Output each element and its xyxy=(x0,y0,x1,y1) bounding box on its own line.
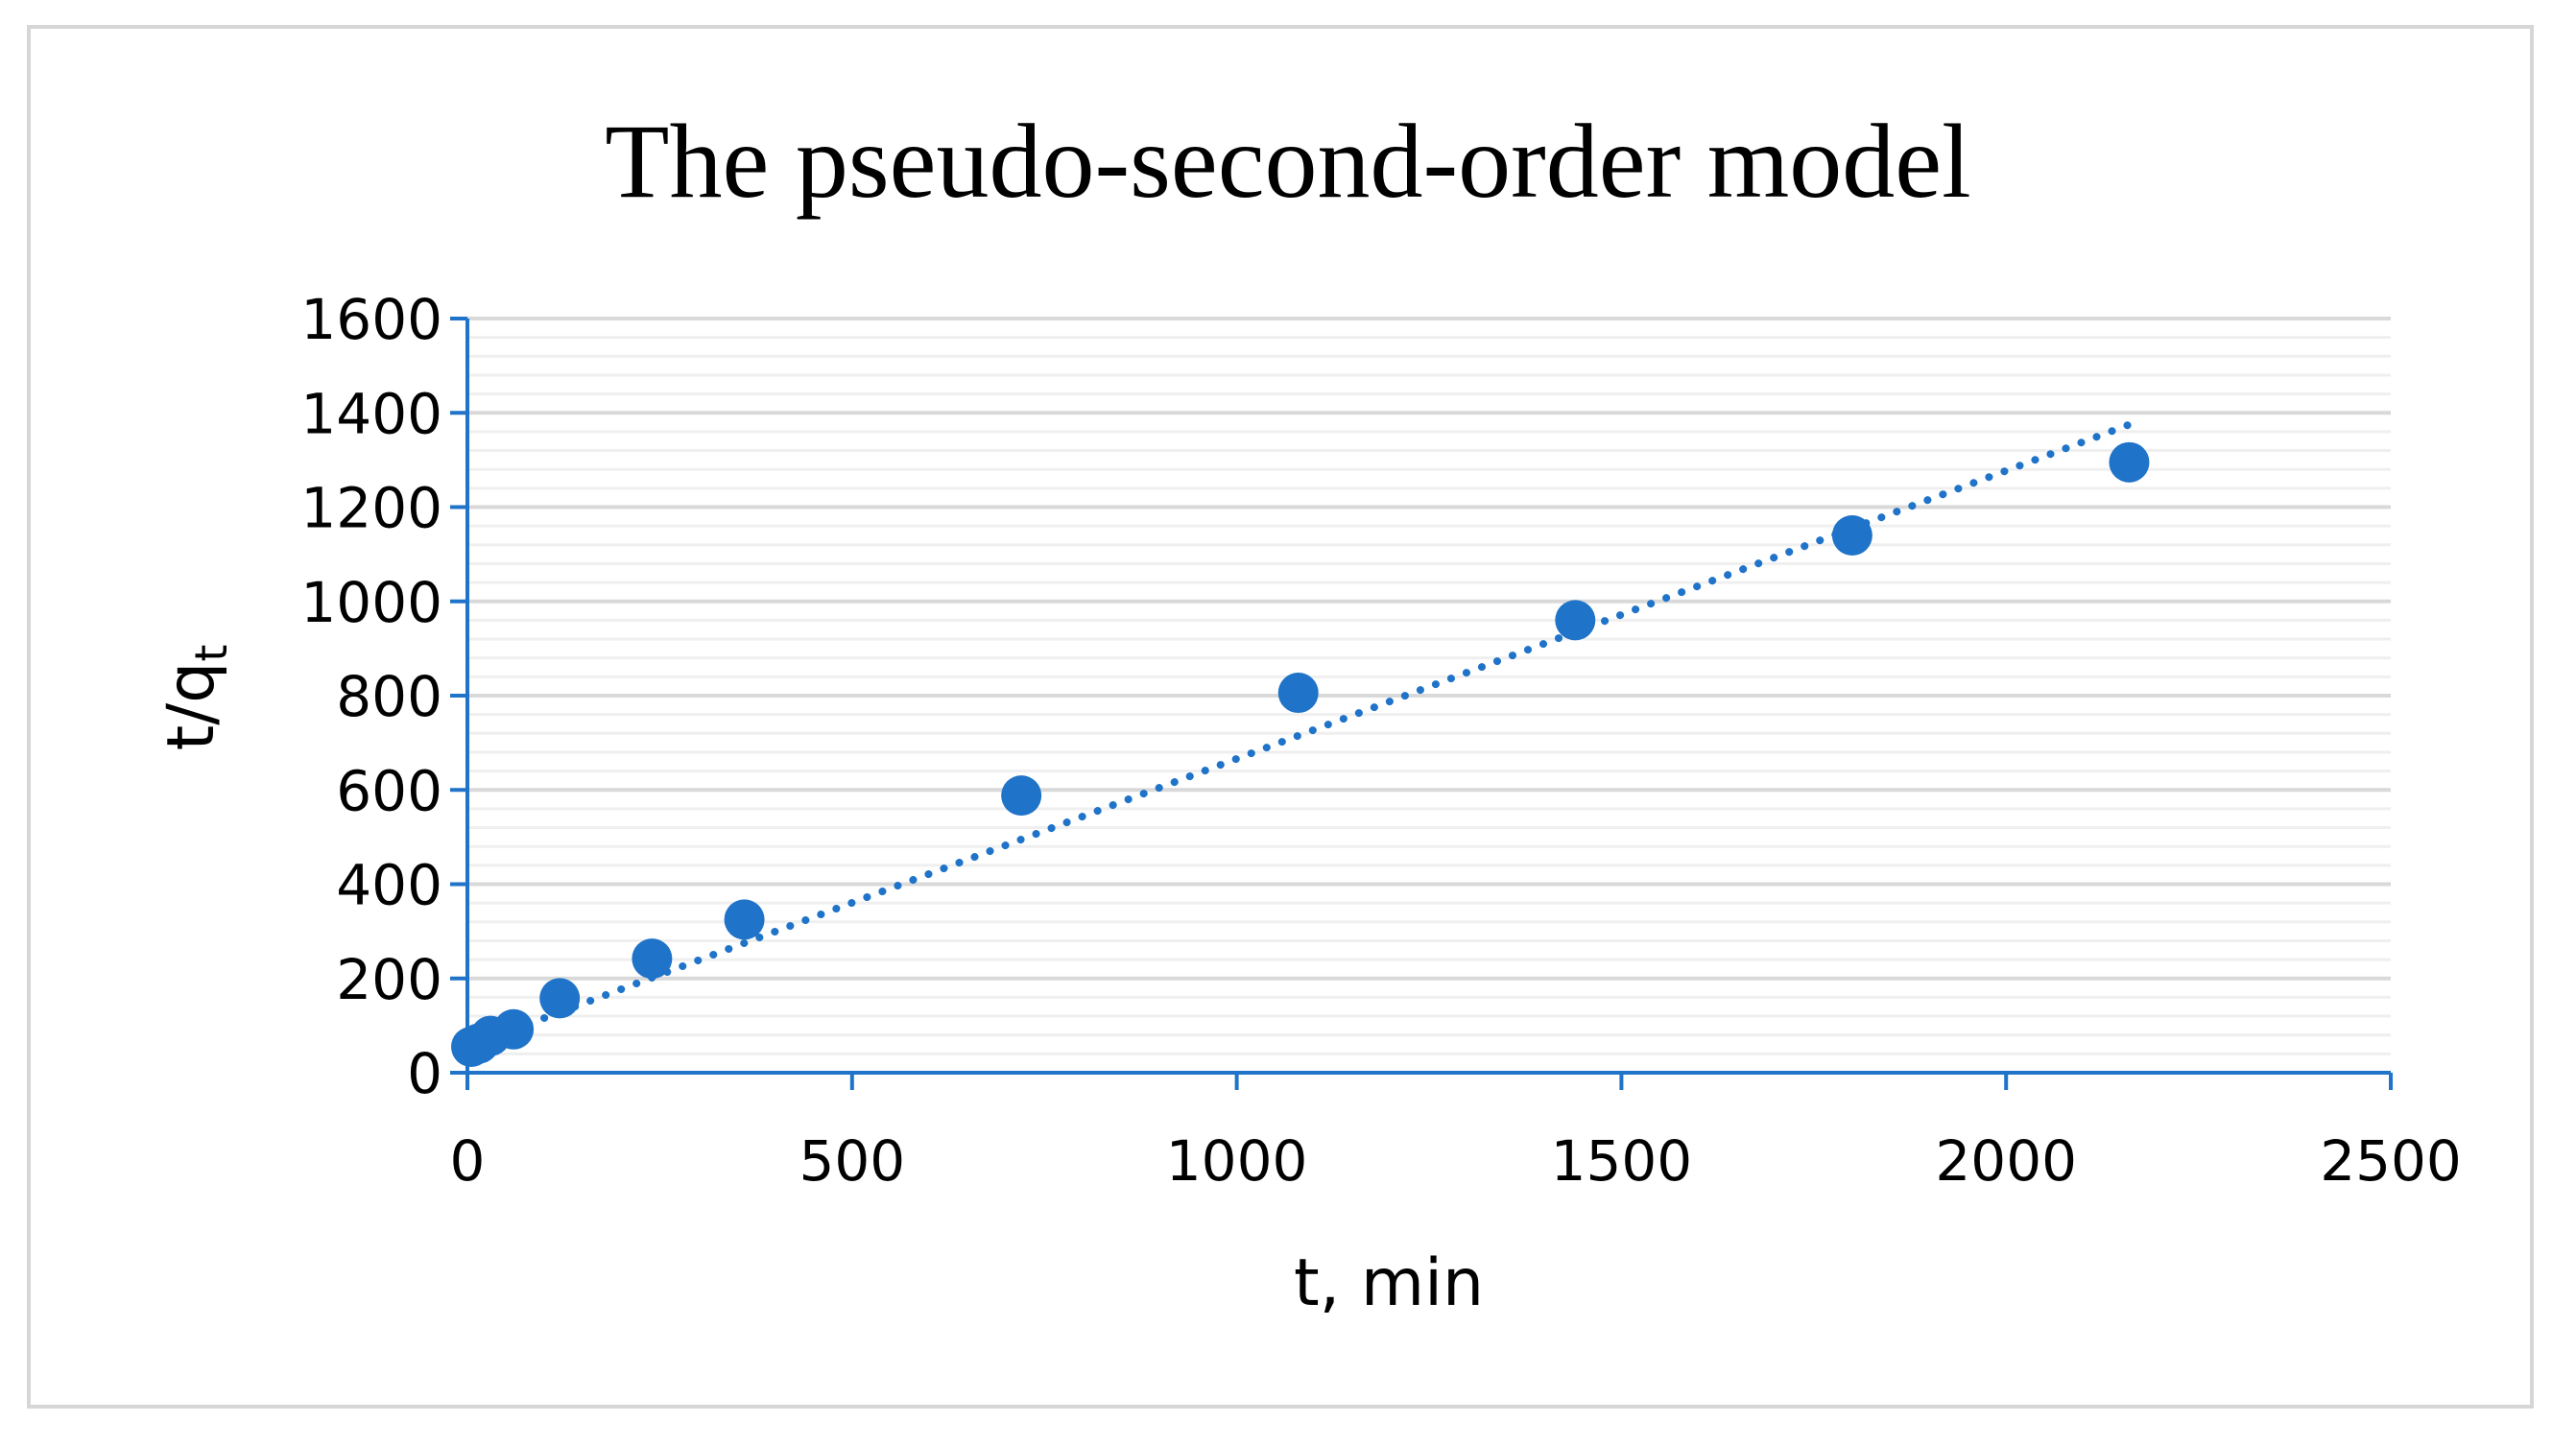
y-axis-title: t/qt xyxy=(154,645,237,751)
data-point xyxy=(1001,775,1042,817)
x-tick-label: 2000 xyxy=(1935,1128,2077,1194)
y-tick-label: 1600 xyxy=(300,287,442,352)
x-tick-label: 1500 xyxy=(1551,1128,1693,1194)
x-tick-label: 2500 xyxy=(2320,1128,2462,1194)
y-tick-label: 600 xyxy=(336,758,442,823)
data-point xyxy=(539,978,581,1019)
data-point xyxy=(2109,441,2150,483)
x-tick-label: 0 xyxy=(450,1128,486,1194)
data-point xyxy=(1277,673,1319,714)
data-point xyxy=(632,938,673,980)
y-tick-label: 1400 xyxy=(300,381,442,446)
y-tick-label: 0 xyxy=(407,1041,442,1106)
y-axis-title-subscript: t xyxy=(185,645,237,662)
y-tick-label: 1200 xyxy=(300,476,442,541)
x-tick-label: 500 xyxy=(799,1128,905,1194)
axes xyxy=(450,317,2393,1090)
y-axis-title-main: t/q xyxy=(154,662,229,751)
data-point xyxy=(1831,514,1872,556)
trendline xyxy=(464,420,2134,1051)
y-tick-label: 1000 xyxy=(300,570,442,635)
x-axis-title: t, min xyxy=(1294,1245,1484,1321)
x-tick-labels: 0 500 1000 1500 2000 2500 xyxy=(450,1128,2462,1194)
trendline-layer xyxy=(464,420,2134,1051)
data-point xyxy=(1555,600,1596,641)
gridlines xyxy=(467,317,2391,1055)
chart-title: The pseudo-second-order model xyxy=(605,103,1970,220)
y-tick-label: 800 xyxy=(336,664,442,729)
data-point xyxy=(724,899,765,940)
data-point xyxy=(493,1008,535,1050)
y-tick-label: 400 xyxy=(336,853,442,918)
y-tick-labels: 0 200 400 600 800 1000 1200 1400 1600 xyxy=(300,287,442,1106)
y-tick-label: 200 xyxy=(336,947,442,1012)
data-points xyxy=(451,441,2150,1067)
chart-frame xyxy=(27,25,2534,1409)
x-tick-label: 1000 xyxy=(1166,1128,1308,1194)
